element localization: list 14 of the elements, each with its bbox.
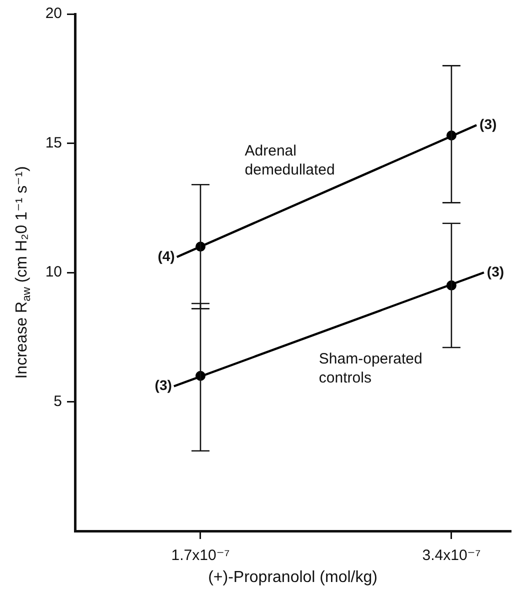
x-axis-title: (+)-Propranolol (mol/kg)	[208, 568, 378, 586]
annotation: (4)	[158, 248, 175, 264]
y-tick-label: 5	[54, 392, 62, 410]
x-tick-label: 3.4x10⁻⁷	[422, 547, 481, 564]
annotation: (3)	[480, 116, 497, 132]
y-axis-title: Increase Raw (cm H₂0 1⁻¹ s⁻¹)	[13, 166, 33, 379]
x-tick-label: 1.7x10⁻⁷	[171, 547, 230, 564]
annotation: (3)	[154, 377, 172, 394]
y-tick-label: 20	[45, 5, 62, 22]
series-label: Adrenal demedullated	[244, 142, 335, 179]
y-tick-label: 10	[45, 264, 62, 281]
y-tick-label: 15	[45, 134, 62, 152]
series-label: Sham-operated controls	[318, 350, 422, 387]
annotation: (3)	[486, 263, 504, 280]
